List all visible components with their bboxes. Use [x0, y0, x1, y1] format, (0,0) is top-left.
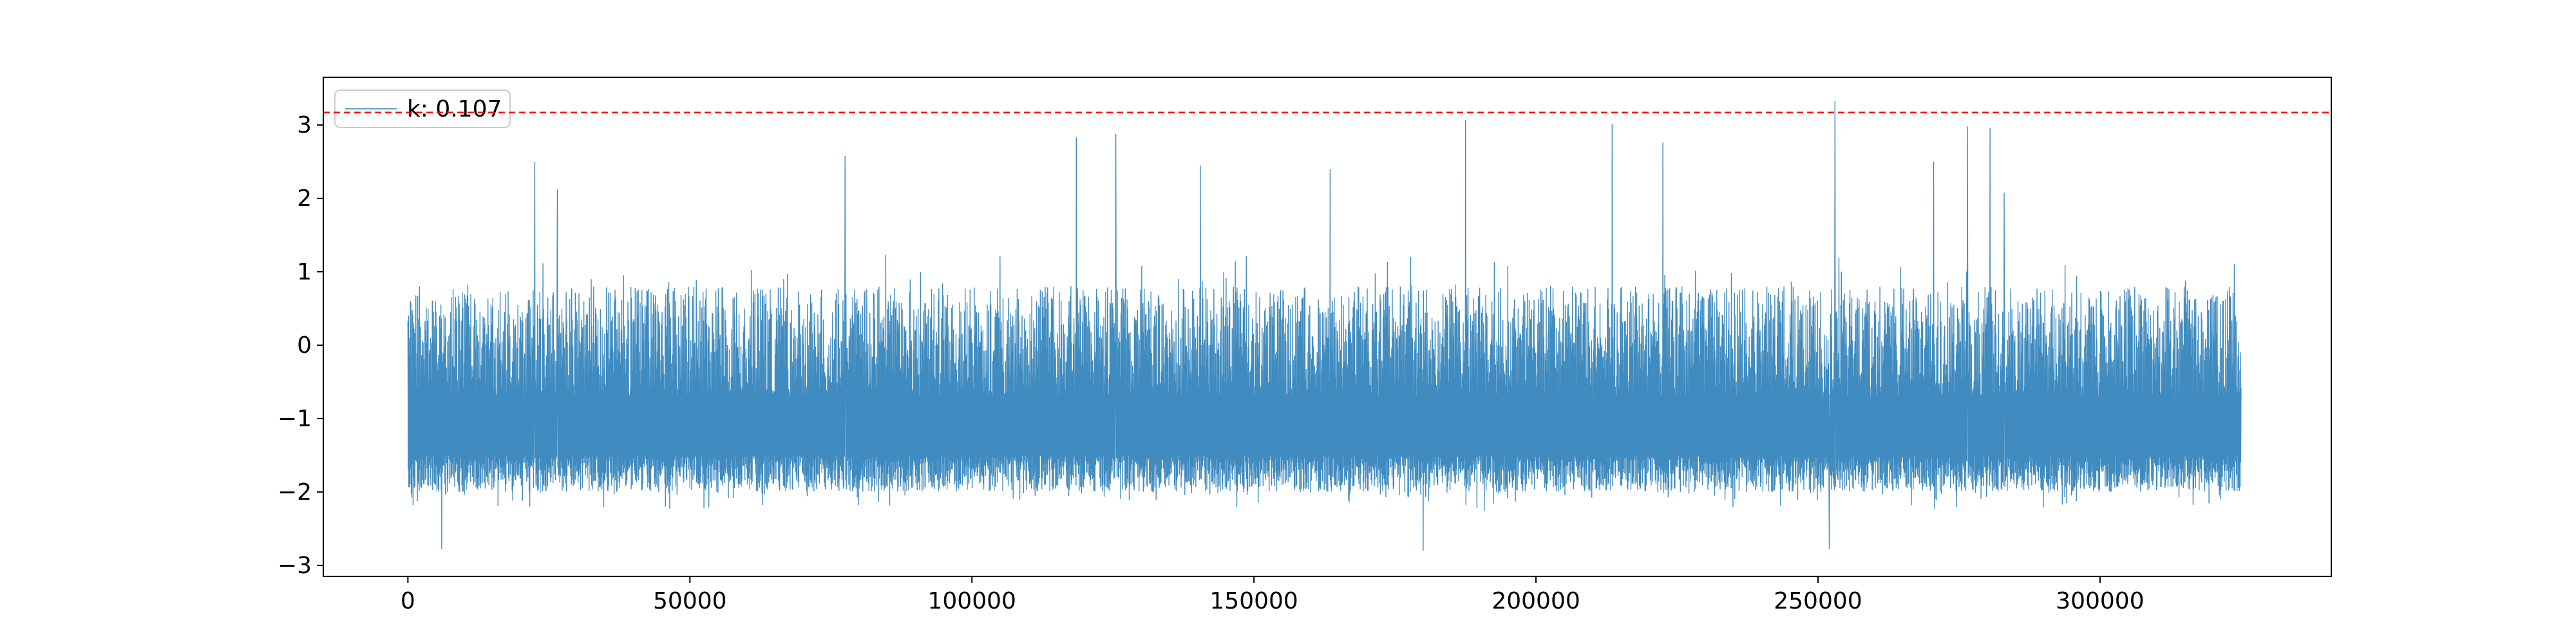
y-tick-label: −3 [278, 553, 312, 579]
y-tick-label: 3 [297, 112, 312, 138]
y-tick-label: 1 [297, 259, 312, 285]
x-tick-label: 300000 [2056, 588, 2144, 614]
axes-frame [323, 77, 2332, 577]
y-tick-label: 2 [297, 185, 312, 212]
x-tick-label: 250000 [1774, 588, 1862, 614]
legend-label: k: 0.107 [407, 96, 502, 122]
y-tick-label: 0 [297, 332, 312, 359]
legend-box [334, 90, 511, 128]
x-axis: 0 50000 100000 150000 200000 250000 300000 [401, 576, 2145, 614]
legend: k: 0.107 [334, 90, 511, 128]
x-tick-label: 100000 [928, 588, 1016, 614]
x-tick-label: 0 [401, 588, 415, 614]
y-tick-label: −2 [278, 479, 312, 506]
x-tick-label: 200000 [1492, 588, 1580, 614]
plot-area [407, 100, 2242, 551]
x-tick-label: 50000 [653, 588, 727, 614]
series-line-k-0.107 [407, 100, 2242, 551]
y-axis: −3 −2 −1 0 1 2 3 [278, 112, 323, 579]
y-tick-label: −1 [278, 406, 312, 432]
x-tick-label: 150000 [1209, 588, 1298, 614]
